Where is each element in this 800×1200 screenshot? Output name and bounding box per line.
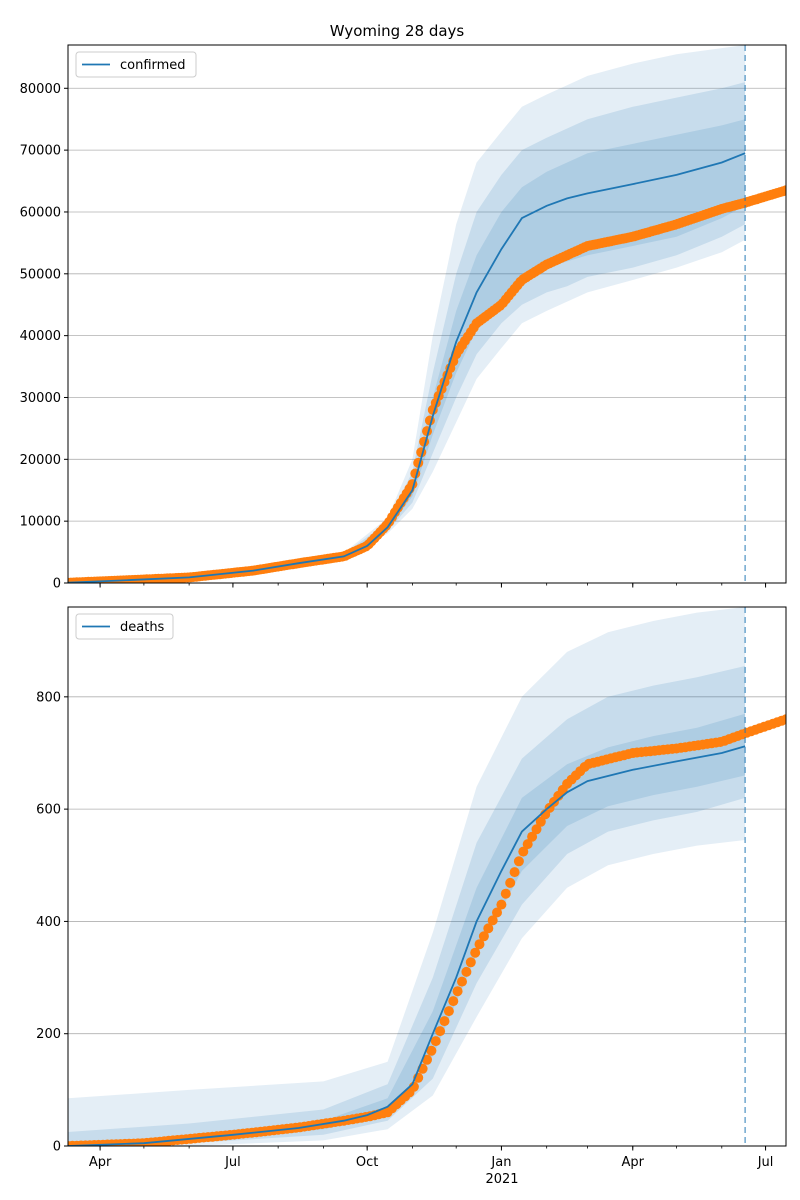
y-tick-label: 50000: [20, 267, 61, 282]
observed-point: [509, 867, 520, 878]
observed-point: [492, 907, 502, 918]
chart-title: Wyoming 28 days: [330, 22, 465, 40]
confirmed-gridlines: [68, 87, 786, 522]
confirmed-plot-frame: [67, 44, 787, 584]
x-tick-label: Jul: [224, 1155, 241, 1170]
observed-point: [448, 996, 459, 1007]
observed-point: [478, 931, 489, 942]
observed-point: [522, 839, 533, 850]
observed-point: [457, 976, 467, 987]
observed-point: [443, 1006, 454, 1017]
confidence-band-outer: [68, 607, 746, 1146]
deaths-median-line: [68, 745, 746, 1146]
observed-point: [531, 824, 542, 835]
x-tick-label: Apr: [89, 1155, 112, 1170]
observed-point: [474, 939, 485, 950]
observed-point: [435, 1026, 446, 1037]
confidence-band-inner: [68, 713, 746, 1146]
y-tick-label: 0: [53, 577, 61, 592]
observed-point: [483, 923, 494, 934]
observed-point: [781, 185, 786, 196]
observed-point: [465, 957, 476, 968]
observed-point: [496, 899, 507, 910]
confirmed-y-axis: 0 10000 20000 30000 40000 50000 60000 70000 8000…: [20, 82, 68, 592]
deaths-observed-points: [68, 714, 786, 1146]
x-tick-label: Oct: [356, 1155, 378, 1170]
confirmed-median-line: [68, 152, 746, 583]
y-tick-label: 800: [36, 690, 61, 705]
x-tick-label: Jan: [490, 1155, 511, 1170]
y-tick-label: 80000: [20, 82, 61, 97]
observed-point: [430, 1036, 441, 1047]
confidence-band-outer: [343, 45, 746, 559]
y-tick-label: 60000: [20, 205, 61, 220]
observed-point: [500, 888, 511, 899]
confidence-band-middle: [343, 82, 746, 559]
deaths-x-axis: Apr Jul Oct Jan Apr Jul: [89, 1146, 774, 1170]
observed-point: [422, 1054, 432, 1065]
legend-label-deaths: deaths: [120, 620, 165, 635]
y-tick-label: 600: [36, 803, 61, 818]
x-tick-label: Apr: [622, 1155, 645, 1170]
series-line-confirmed: [68, 152, 746, 583]
observed-point: [518, 846, 529, 857]
observed-point: [439, 1016, 450, 1027]
x-tick-label: Jul: [757, 1155, 774, 1170]
observed-point: [426, 1045, 437, 1056]
y-tick-label: 30000: [20, 391, 61, 406]
observed-point: [470, 947, 481, 958]
deaths-y-axis: 0 200 400 600 800: [36, 690, 68, 1155]
deaths-confidence-bands: [68, 607, 746, 1146]
deaths-plot-frame: [67, 606, 787, 1147]
x-axis-year-label: 2021: [485, 1172, 518, 1187]
observed-point: [535, 816, 546, 827]
observed-point: [452, 986, 463, 997]
observed-point: [527, 831, 538, 842]
y-tick-label: 20000: [20, 453, 61, 468]
series-line-deaths: [68, 745, 746, 1146]
y-tick-label: 200: [36, 1027, 61, 1042]
confirmed-panel: 0 10000 20000 30000 40000 50000 60000 70000 8000…: [20, 44, 787, 592]
observed-point: [781, 714, 786, 725]
legend-label-confirmed: confirmed: [120, 58, 186, 73]
observed-point: [487, 915, 498, 926]
confirmed-legend: confirmed: [75, 51, 197, 78]
deaths-gridlines: [68, 696, 786, 1035]
observed-point: [513, 856, 524, 867]
deaths-legend: deaths: [75, 613, 174, 640]
y-tick-label: 0: [53, 1140, 61, 1155]
confidence-band-middle: [68, 666, 746, 1146]
confirmed-x-axis-ticks: [99, 583, 767, 588]
y-tick-label: 70000: [20, 144, 61, 159]
observed-point: [505, 877, 516, 888]
y-tick-label: 400: [36, 915, 61, 930]
y-tick-label: 40000: [20, 329, 61, 344]
observed-point: [461, 966, 472, 977]
y-tick-label: 10000: [20, 515, 61, 530]
